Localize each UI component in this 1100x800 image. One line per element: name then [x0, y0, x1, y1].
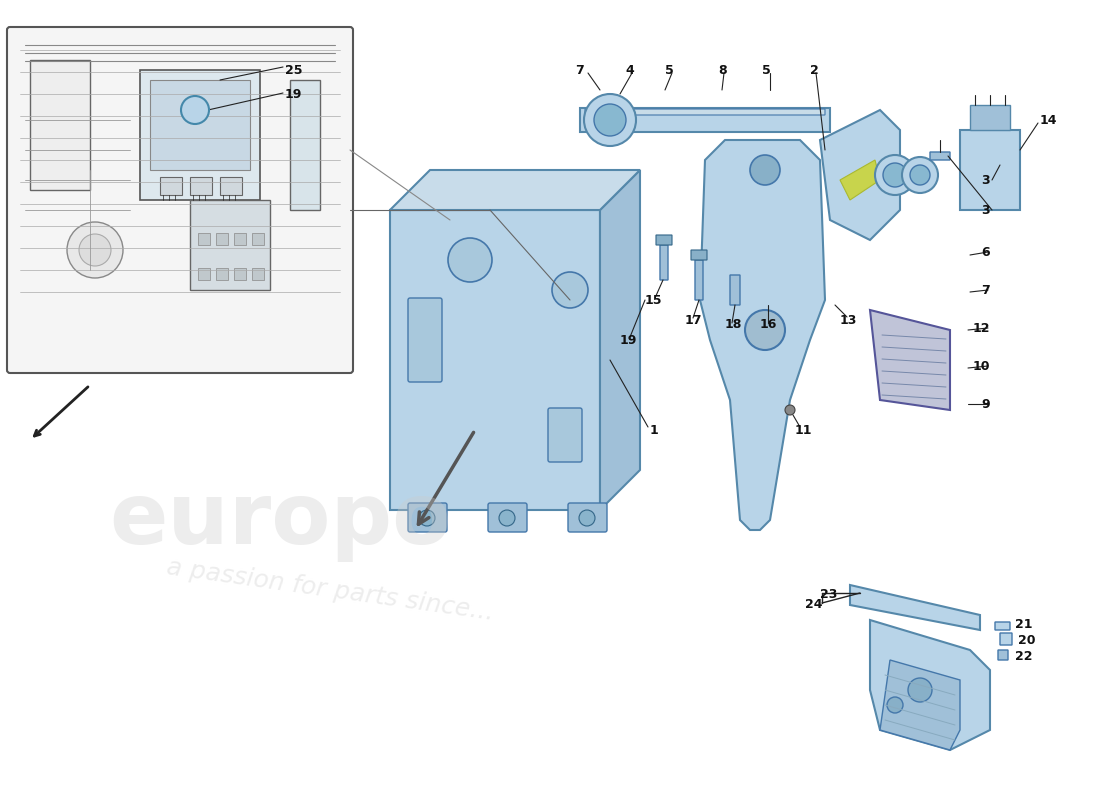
FancyBboxPatch shape [960, 130, 1020, 210]
Polygon shape [870, 620, 990, 750]
FancyBboxPatch shape [548, 408, 582, 462]
FancyBboxPatch shape [998, 650, 1008, 660]
Text: 10: 10 [972, 359, 990, 373]
Circle shape [552, 272, 589, 308]
FancyBboxPatch shape [234, 268, 246, 280]
FancyBboxPatch shape [198, 233, 210, 245]
Circle shape [67, 222, 123, 278]
FancyBboxPatch shape [198, 268, 210, 280]
Circle shape [910, 165, 930, 185]
FancyBboxPatch shape [7, 27, 353, 373]
Text: 15: 15 [645, 294, 662, 306]
FancyBboxPatch shape [190, 200, 270, 290]
Polygon shape [390, 210, 600, 510]
Polygon shape [880, 660, 960, 750]
Text: 14: 14 [1040, 114, 1057, 126]
Text: 7: 7 [981, 283, 990, 297]
Circle shape [594, 104, 626, 136]
Circle shape [874, 155, 915, 195]
Text: 4: 4 [625, 63, 634, 77]
FancyBboxPatch shape [408, 298, 442, 382]
Text: 5: 5 [666, 63, 673, 77]
FancyBboxPatch shape [730, 275, 740, 305]
Polygon shape [840, 160, 880, 200]
FancyBboxPatch shape [695, 260, 703, 300]
FancyBboxPatch shape [160, 177, 182, 195]
Text: 11: 11 [795, 423, 813, 437]
FancyBboxPatch shape [140, 70, 260, 200]
Text: europo: europo [109, 478, 451, 562]
Text: 5: 5 [762, 63, 771, 77]
Text: 2: 2 [810, 63, 818, 77]
FancyBboxPatch shape [660, 245, 668, 280]
FancyBboxPatch shape [585, 109, 825, 115]
Text: 24: 24 [805, 598, 823, 611]
Polygon shape [820, 110, 900, 240]
Text: 22: 22 [1015, 650, 1033, 662]
Circle shape [419, 510, 435, 526]
Circle shape [79, 234, 111, 266]
Circle shape [182, 96, 209, 124]
FancyBboxPatch shape [930, 152, 950, 160]
Circle shape [887, 697, 903, 713]
Text: 6: 6 [981, 246, 990, 258]
Polygon shape [390, 170, 640, 210]
FancyBboxPatch shape [234, 233, 246, 245]
FancyBboxPatch shape [568, 503, 607, 532]
Text: 1: 1 [650, 423, 659, 437]
Text: 8: 8 [718, 63, 727, 77]
FancyBboxPatch shape [691, 250, 707, 260]
Text: a passion for parts since...: a passion for parts since... [165, 555, 495, 625]
FancyBboxPatch shape [996, 622, 1010, 630]
Circle shape [448, 238, 492, 282]
FancyBboxPatch shape [580, 108, 830, 132]
FancyBboxPatch shape [970, 105, 1010, 130]
Text: 3: 3 [981, 174, 990, 186]
FancyBboxPatch shape [252, 268, 264, 280]
Polygon shape [850, 585, 980, 630]
Text: 16: 16 [760, 318, 778, 331]
FancyBboxPatch shape [408, 503, 447, 532]
Text: 18: 18 [725, 318, 742, 331]
FancyBboxPatch shape [252, 233, 264, 245]
FancyBboxPatch shape [220, 177, 242, 195]
Text: 12: 12 [972, 322, 990, 334]
Text: 7: 7 [575, 63, 584, 77]
Text: 20: 20 [1018, 634, 1035, 646]
Polygon shape [700, 140, 825, 530]
Circle shape [579, 510, 595, 526]
Text: 13: 13 [840, 314, 857, 326]
Polygon shape [600, 170, 640, 510]
FancyBboxPatch shape [1000, 633, 1012, 645]
Polygon shape [870, 310, 950, 410]
FancyBboxPatch shape [488, 503, 527, 532]
Circle shape [883, 163, 908, 187]
Circle shape [785, 405, 795, 415]
Text: 17: 17 [685, 314, 703, 326]
FancyBboxPatch shape [216, 233, 228, 245]
FancyBboxPatch shape [30, 60, 90, 190]
Text: 9: 9 [981, 398, 990, 410]
Circle shape [745, 310, 785, 350]
FancyBboxPatch shape [216, 268, 228, 280]
Text: 19: 19 [285, 89, 303, 102]
Text: 21: 21 [1015, 618, 1033, 631]
FancyBboxPatch shape [656, 235, 672, 245]
Circle shape [750, 155, 780, 185]
FancyBboxPatch shape [190, 177, 212, 195]
Polygon shape [290, 80, 320, 210]
Circle shape [584, 94, 636, 146]
Circle shape [902, 157, 938, 193]
FancyBboxPatch shape [150, 80, 250, 170]
Text: 3: 3 [981, 203, 990, 217]
Text: 19: 19 [620, 334, 637, 346]
Text: 23: 23 [820, 589, 837, 602]
Text: 25: 25 [285, 63, 303, 77]
Circle shape [499, 510, 515, 526]
Circle shape [908, 678, 932, 702]
